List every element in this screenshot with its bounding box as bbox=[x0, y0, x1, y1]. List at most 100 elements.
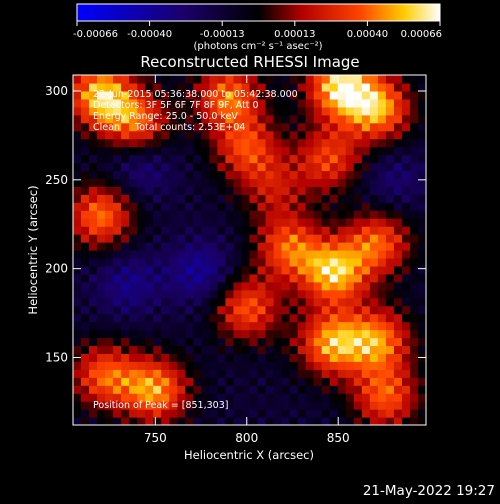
plot-frame bbox=[72, 74, 427, 426]
heatmap-cell bbox=[417, 202, 426, 211]
heatmap-cell bbox=[161, 337, 170, 347]
heatmap-cell bbox=[265, 250, 275, 259]
heatmap-cell bbox=[265, 345, 275, 354]
heatmap-cell bbox=[289, 353, 299, 362]
heatmap-cell bbox=[161, 202, 170, 211]
heatmap-cell bbox=[145, 401, 154, 410]
heatmap-cell bbox=[225, 138, 235, 148]
heatmap-cell bbox=[353, 250, 363, 259]
heatmap-cell bbox=[137, 90, 146, 100]
heatmap-cell bbox=[193, 138, 202, 148]
heatmap-cell bbox=[249, 369, 259, 378]
heatmap-cell bbox=[129, 154, 138, 164]
heatmap-cell bbox=[313, 138, 323, 148]
heatmap-cell bbox=[265, 210, 275, 219]
heatmap-cell bbox=[313, 90, 323, 100]
heatmap-cell bbox=[361, 329, 371, 339]
heatmap-cell bbox=[225, 257, 235, 267]
heatmap-cell bbox=[337, 154, 347, 164]
heatmap-cell bbox=[97, 146, 106, 156]
heatmap-cell bbox=[105, 154, 114, 164]
heatmap-cell bbox=[377, 122, 387, 132]
heatmap-cell bbox=[217, 138, 227, 148]
heatmap-cell bbox=[345, 218, 355, 227]
heatmap-cell bbox=[417, 369, 426, 378]
heatmap-cell bbox=[201, 273, 210, 283]
heatmap-cell bbox=[289, 337, 299, 347]
heatmap-cell bbox=[417, 146, 426, 156]
heatmap-cell bbox=[201, 409, 210, 418]
heatmap-cell bbox=[281, 417, 291, 425]
heatmap-cell bbox=[97, 90, 106, 100]
heatmap-cell bbox=[249, 313, 259, 323]
heatmap-cell bbox=[137, 82, 146, 92]
heatmap-cell bbox=[337, 417, 347, 425]
heatmap-cell bbox=[97, 265, 106, 275]
heatmap-cell bbox=[257, 369, 267, 378]
heatmap-cell bbox=[321, 409, 331, 418]
heatmap-cell bbox=[185, 297, 194, 307]
heatmap-cell bbox=[329, 377, 339, 386]
heatmap-cell bbox=[241, 329, 251, 339]
heatmap-cell bbox=[305, 106, 315, 116]
heatmap-cell bbox=[113, 202, 122, 211]
heatmap-cell bbox=[177, 202, 186, 211]
heatmap-cell bbox=[369, 401, 379, 410]
heatmap-cell bbox=[417, 273, 426, 283]
heatmap-cell bbox=[121, 385, 130, 394]
heatmap-cell bbox=[73, 178, 82, 187]
heatmap-cell bbox=[177, 210, 186, 219]
heatmap-cell bbox=[305, 345, 315, 354]
heatmap-cell bbox=[217, 154, 227, 164]
heatmap-cell bbox=[129, 329, 138, 339]
heatmap-cell bbox=[129, 297, 138, 307]
heatmap-cell bbox=[265, 337, 275, 347]
heatmap-cell bbox=[353, 417, 363, 425]
heatmap-cell bbox=[321, 210, 331, 219]
heatmap-cell bbox=[169, 273, 178, 283]
heatmap-cell bbox=[193, 75, 202, 84]
heatmap-cell bbox=[337, 250, 347, 259]
heatmap-cell bbox=[393, 321, 403, 331]
heatmap-cell bbox=[361, 313, 371, 323]
heatmap-cell bbox=[121, 345, 130, 354]
heatmap-cell bbox=[385, 130, 395, 140]
heatmap-cell bbox=[225, 170, 235, 179]
heatmap-cell bbox=[81, 250, 90, 259]
heatmap-cell bbox=[273, 106, 283, 116]
heatmap-cell bbox=[113, 90, 122, 100]
heatmap-cell bbox=[225, 305, 235, 315]
heatmap-cell bbox=[329, 289, 339, 299]
heatmap-cell bbox=[137, 242, 146, 251]
heatmap-cell bbox=[121, 337, 130, 347]
heatmap-cell bbox=[369, 106, 379, 116]
heatmap-cell bbox=[121, 329, 130, 339]
heatmap-cell bbox=[73, 313, 82, 323]
heatmap-cell bbox=[377, 345, 387, 354]
heatmap-cell bbox=[225, 242, 235, 251]
heatmap-cell bbox=[185, 289, 194, 299]
heatmap-cell bbox=[361, 369, 371, 378]
heatmap-cell bbox=[145, 393, 154, 402]
heatmap-cell bbox=[241, 75, 251, 84]
colorbar-tick-label: 0.00013 bbox=[274, 29, 315, 40]
heatmap-cell bbox=[313, 313, 323, 323]
y-tick-label: 300 bbox=[45, 84, 68, 98]
heatmap-cell bbox=[329, 281, 339, 291]
heatmap-cell bbox=[249, 146, 259, 156]
heatmap-cell bbox=[121, 194, 130, 203]
heatmap-cell bbox=[353, 210, 363, 219]
heatmap-cell bbox=[81, 194, 90, 203]
heatmap-cell bbox=[377, 401, 387, 410]
heatmap-cell bbox=[329, 257, 339, 267]
heatmap-cell bbox=[329, 218, 339, 227]
heatmap-cell bbox=[105, 250, 114, 259]
heatmap-cell bbox=[193, 178, 202, 187]
heatmap-cell bbox=[161, 106, 170, 116]
heatmap-cell bbox=[105, 170, 114, 179]
heatmap-cell bbox=[113, 130, 122, 140]
heatmap-cell bbox=[249, 75, 259, 84]
heatmap-cell bbox=[321, 106, 331, 116]
heatmap-cell bbox=[401, 377, 411, 386]
